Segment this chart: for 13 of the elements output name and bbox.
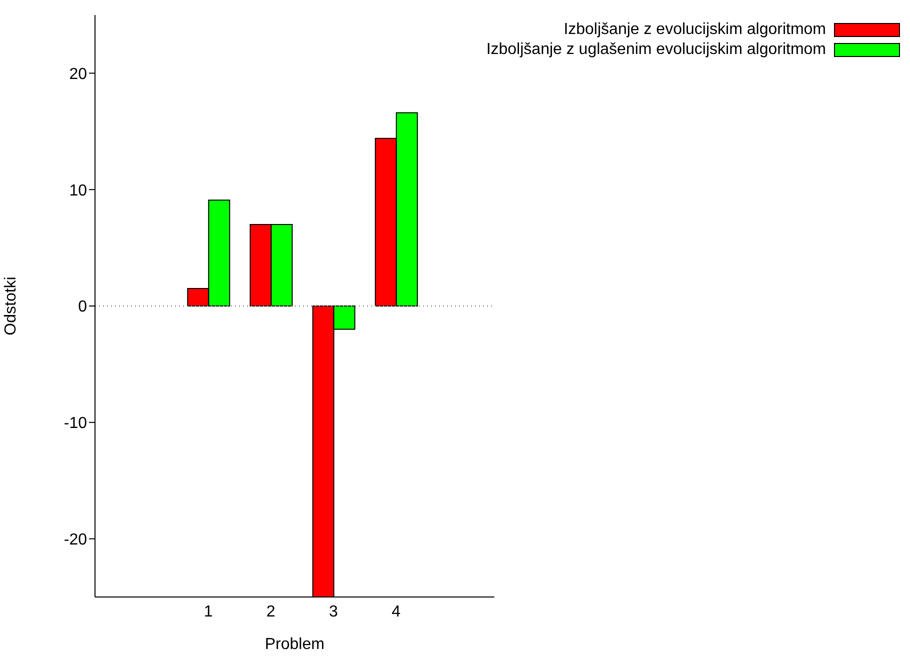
y-tick-label: 0 [78,298,88,316]
y-axis-title: Odstotki [2,276,20,336]
legend-label: Izboljšanje z uglašenim evolucijskim algoritmom [486,41,826,59]
y-tick-label: 10 [69,182,88,200]
x-tick-label: 2 [266,603,276,620]
x-tick-label: 4 [392,603,401,620]
y-tick-label: -20 [64,531,88,548]
y-tick-label: -10 [64,415,88,432]
y-tick-label: 20 [69,66,88,83]
x-axis-title: Problem [264,636,324,653]
legend-label: Izboljšanje z evolucijskim algoritmom [564,21,826,39]
x-tick-label: 1 [204,603,213,620]
x-tick-label: 3 [328,603,338,620]
